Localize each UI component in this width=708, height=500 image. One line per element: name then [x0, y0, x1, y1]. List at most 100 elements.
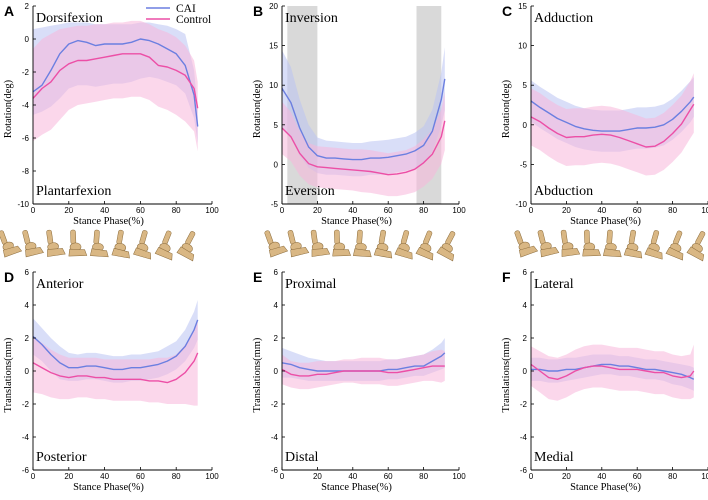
- panel-c-y-tick-label: -5: [520, 160, 528, 169]
- legend-control-label: Control: [176, 14, 211, 26]
- panel-e-x-tick-label: 100: [452, 472, 466, 481]
- panel-a-x-tick-label: 40: [100, 206, 109, 215]
- panel-c-x-tick-label: 0: [529, 206, 534, 215]
- tibia-shape: [650, 230, 660, 245]
- tibia-shape: [46, 229, 54, 245]
- panel-d-y-tick-label: 2: [25, 334, 30, 343]
- foot-shape: [686, 246, 705, 262]
- panel-a-y-tick-label: 2: [25, 2, 30, 11]
- foot-bone-icon: [332, 229, 351, 257]
- foot-shape: [2, 245, 23, 258]
- foot-shape: [90, 248, 109, 258]
- tibia-shape: [139, 230, 148, 245]
- foot-bone-icon: [537, 230, 560, 258]
- panel-d-y-tick-label: -2: [22, 400, 30, 409]
- foot-shape: [603, 248, 622, 258]
- foot-shape: [540, 246, 560, 258]
- panel-a-y-tick-label: -6: [22, 134, 30, 143]
- panel-f-x-tick-label: 20: [562, 472, 571, 481]
- legend: CAI Control: [146, 3, 211, 26]
- panel-f-top-annotation: Lateral: [534, 277, 574, 292]
- foot-shape: [133, 247, 152, 260]
- tibia-shape: [378, 229, 386, 245]
- panel-b-x-axis-label: Stance Phase(%): [321, 216, 392, 227]
- foot-shape: [311, 248, 331, 257]
- panel-d-y-tick-label: -4: [22, 433, 30, 442]
- foot-bone-icon: [686, 231, 706, 262]
- foot-bone-icon: [415, 230, 434, 261]
- panel-b-top-annotation: Inversion: [285, 11, 338, 26]
- tibia-shape: [695, 231, 706, 245]
- tibia-shape: [628, 229, 636, 245]
- panel-c-y-axis-label: Rotation(deg): [501, 79, 512, 138]
- foot-bone-icon: [176, 231, 196, 262]
- tibia-shape: [673, 230, 683, 245]
- panel-d-x-tick-label: 40: [100, 472, 109, 481]
- panel-f-x-tick-label: 100: [701, 472, 708, 481]
- panel-b-y-tick-label: 10: [269, 81, 278, 90]
- panel-e-y-tick-label: 2: [274, 334, 279, 343]
- panel-d-y-tick-label: 6: [25, 268, 30, 277]
- panel-b-letter: B: [253, 3, 263, 19]
- panel-c-y-tick-label: 15: [518, 2, 527, 11]
- panel-a-x-tick-label: 100: [205, 206, 219, 215]
- foot-shape: [290, 246, 310, 258]
- panel-c-x-axis-label: Stance Phase(%): [570, 216, 641, 227]
- panel-b-y-tick-label: -5: [271, 200, 279, 209]
- panel-e-y-tick-label: -2: [271, 400, 279, 409]
- panel-b-y-tick-label: 0: [274, 160, 279, 169]
- foot-bone-icon: [394, 230, 413, 260]
- tibia-shape: [116, 229, 124, 245]
- tibia-shape: [287, 230, 296, 245]
- panel-c-control-mean-line: [530, 103, 695, 148]
- panel-b-cai-mean-line: [281, 78, 446, 161]
- tibia-shape: [310, 229, 318, 245]
- foot-bone-icon: [133, 230, 152, 260]
- foot-shape: [25, 246, 44, 258]
- foot-bone-icon: [353, 229, 372, 258]
- panel-e-y-tick-label: 0: [274, 367, 279, 376]
- tibia-shape: [606, 229, 613, 245]
- panel-b-control-mean-line: [281, 120, 446, 176]
- panel-f-y-axis-label: Translations(mm): [501, 337, 512, 412]
- tibia-shape: [356, 229, 363, 245]
- foot-bone-icon: [22, 230, 44, 258]
- foot-bone-icon: [310, 229, 331, 257]
- panel-d-x-tick-label: 20: [64, 472, 73, 481]
- panel-e-y-tick-label: 4: [274, 301, 279, 310]
- foot-shape: [582, 248, 601, 257]
- foot-shape: [436, 246, 455, 262]
- foot-shape: [47, 248, 66, 257]
- tibia-shape: [185, 231, 196, 245]
- panel-a-letter: A: [4, 3, 14, 19]
- panel-e-x-axis-label: Stance Phase(%): [321, 482, 392, 493]
- panel-a-y-tick-label: -10: [17, 200, 29, 209]
- panel-e-y-tick-label: -4: [271, 433, 279, 442]
- panel-d-x-tick-label: 80: [172, 472, 181, 481]
- panel-b-y-axis-label: Rotation(deg): [252, 79, 263, 138]
- panel-b-x-tick-label: 100: [452, 206, 466, 215]
- panel-a-x-tick-label: 0: [31, 206, 36, 215]
- panel-a-control-sd-band: [33, 20, 198, 152]
- foot-bone-icon: [514, 230, 539, 258]
- panel-a-x-tick-label: 80: [172, 206, 181, 215]
- panel-d-control-mean-line: [32, 352, 199, 384]
- panel-b-x-tick-label: 40: [348, 206, 357, 215]
- foot-shape: [415, 246, 434, 261]
- panel-c-y-tick-label: 5: [523, 81, 528, 90]
- panel-d-y-tick-label: 4: [25, 301, 30, 310]
- panel-f-x-tick-label: 40: [597, 472, 606, 481]
- tibia-shape: [22, 230, 31, 245]
- panel-a-cai-mean-line: [32, 38, 199, 127]
- panel-e-top-annotation: Proximal: [285, 277, 336, 292]
- panel-a-y-tick-label: -2: [22, 68, 30, 77]
- foot-shape: [394, 247, 413, 260]
- foot-bone-icon: [373, 229, 393, 259]
- panel-e-x-tick-label: 0: [280, 472, 285, 481]
- foot-bone-icon: [90, 229, 109, 258]
- panel-c-y-tick-label: 0: [523, 121, 528, 130]
- tibia-shape: [423, 230, 433, 245]
